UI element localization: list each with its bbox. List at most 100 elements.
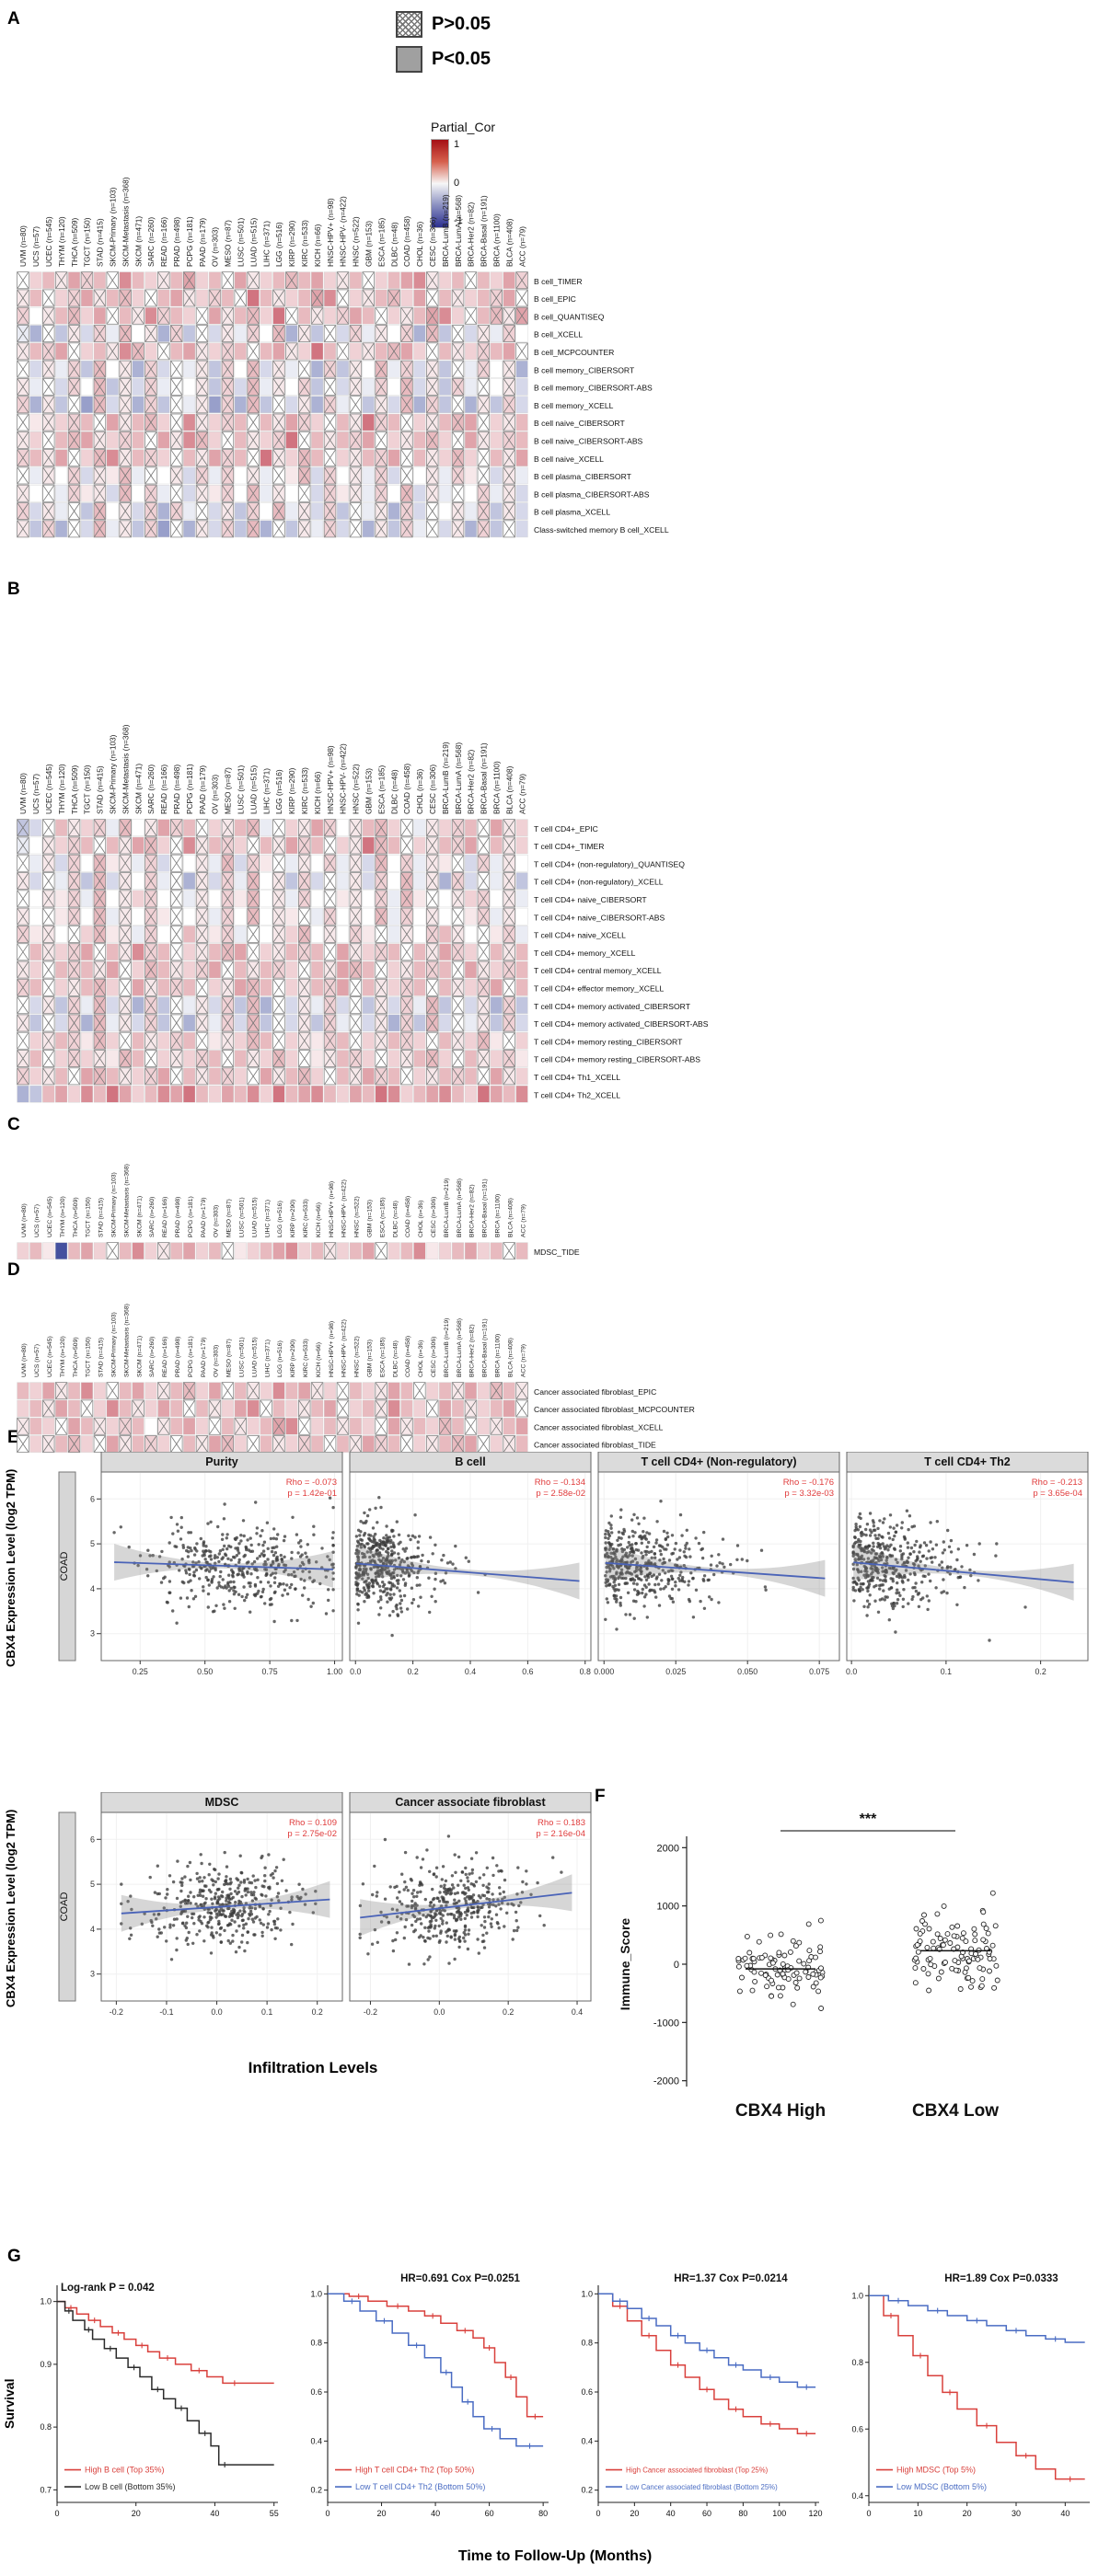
svg-text:BRCA (n=1100): BRCA (n=1100) xyxy=(491,213,501,267)
svg-text:PCPG (n=181): PCPG (n=181) xyxy=(185,764,194,814)
svg-text:OV (n=303): OV (n=303) xyxy=(211,775,220,814)
svg-text:T cell CD4+ memory activated_C: T cell CD4+ memory activated_CIBERSORT xyxy=(534,1002,691,1011)
svg-text:THYM (n=120): THYM (n=120) xyxy=(57,216,66,267)
svg-text:B cell_MCPCOUNTER: B cell_MCPCOUNTER xyxy=(534,348,614,357)
svg-text:BRCA (n=1100): BRCA (n=1100) xyxy=(491,761,501,814)
svg-text:KICH (n=66): KICH (n=66) xyxy=(313,224,322,267)
svg-text:MESO (n=87): MESO (n=87) xyxy=(224,767,233,814)
svg-text:ESCA (n=185): ESCA (n=185) xyxy=(376,765,386,814)
svg-text:KICH (n=66): KICH (n=66) xyxy=(313,771,322,814)
svg-text:1.00: 1.00 xyxy=(327,1667,342,1676)
svg-text:HNSC-HPV+ (n=98): HNSC-HPV+ (n=98) xyxy=(329,1321,335,1377)
heatmap-panel-a-b-cells: UVM (n=80) UCS (n=57) UCEC (n=545) THYM (n=… xyxy=(17,177,669,538)
svg-text:CHOL (n=36): CHOL (n=36) xyxy=(418,1201,424,1237)
svg-text:CESC (n=306): CESC (n=306) xyxy=(428,217,437,267)
svg-text:PRAD (n=498): PRAD (n=498) xyxy=(172,217,181,267)
svg-text:p = 2.58e-02: p = 2.58e-02 xyxy=(536,1489,585,1499)
svg-text:LUAD (n=515): LUAD (n=515) xyxy=(249,217,258,267)
svg-text:HNSC (n=522): HNSC (n=522) xyxy=(352,216,361,267)
svg-text:-0.1: -0.1 xyxy=(159,2007,173,2017)
svg-text:PAAD (n=179): PAAD (n=179) xyxy=(201,1337,207,1377)
colorbar-ticks: 1 0 -1 xyxy=(454,139,463,226)
svg-text:LGG (n=516): LGG (n=516) xyxy=(274,769,283,814)
svg-text:KIRP (n=290): KIRP (n=290) xyxy=(290,1340,296,1377)
legend-row-sig: P<0.05 xyxy=(396,46,491,73)
svg-text:T cell CD4+ memory resting_CIB: T cell CD4+ memory resting_CIBERSORT xyxy=(534,1037,683,1046)
svg-text:DLBC (n=48): DLBC (n=48) xyxy=(392,1340,399,1377)
svg-text:STAD (n=415): STAD (n=415) xyxy=(96,765,105,814)
panel-c-letter: C xyxy=(7,1115,20,1134)
svg-text:T cell CD4+ Th1_XCELL: T cell CD4+ Th1_XCELL xyxy=(534,1073,620,1082)
svg-text:Cancer associated fibroblast_X: Cancer associated fibroblast_XCELL xyxy=(534,1422,664,1432)
svg-text:5: 5 xyxy=(90,1880,95,1889)
svg-text:B cell plasma_XCELL: B cell plasma_XCELL xyxy=(534,508,610,517)
svg-text:LIHC (n=371): LIHC (n=371) xyxy=(264,1200,271,1237)
hatched-square-icon xyxy=(396,11,422,38)
svg-text:KIRC (n=533): KIRC (n=533) xyxy=(300,767,309,814)
svg-text:LGG (n=516): LGG (n=516) xyxy=(274,222,283,267)
svg-text:DLBC (n=48): DLBC (n=48) xyxy=(389,222,399,267)
svg-text:PAAD (n=179): PAAD (n=179) xyxy=(201,1197,207,1237)
svg-text:COAD (n=458): COAD (n=458) xyxy=(405,1196,411,1237)
svg-text:T cell CD4+_EPIC: T cell CD4+_EPIC xyxy=(534,824,598,834)
svg-text:B cell memory_CIBERSORT-ABS: B cell memory_CIBERSORT-ABS xyxy=(534,384,653,393)
km-ylabel: Survival xyxy=(2,2378,17,2430)
colorbar-tick-min: -1 xyxy=(454,215,463,226)
svg-text:HNSC-HPV- (n=422): HNSC-HPV- (n=422) xyxy=(339,196,348,267)
row-labels: B cell_TIMER B cell_EPIC B cell_QUANTISEQ B… xyxy=(534,277,669,535)
svg-text:THYM (n=120): THYM (n=120) xyxy=(60,1336,66,1377)
svg-text:CHOL (n=36): CHOL (n=36) xyxy=(418,1340,424,1377)
svg-text:0.4: 0.4 xyxy=(465,1667,476,1676)
svg-text:BRCA-Basal (n=191): BRCA-Basal (n=191) xyxy=(482,1179,489,1237)
column-labels: UVM (n=80) UCS (n=57) UCEC (n=545) THYM (n=… xyxy=(18,724,526,814)
svg-text:B cell naive_XCELL: B cell naive_XCELL xyxy=(534,454,604,464)
heatmap-cells xyxy=(17,819,528,1103)
svg-text:B cell plasma_CIBERSORT: B cell plasma_CIBERSORT xyxy=(534,472,632,481)
panel-b-letter: B xyxy=(7,580,20,599)
svg-text:CHOL (n=36): CHOL (n=36) xyxy=(415,222,424,267)
svg-text:CHOL (n=36): CHOL (n=36) xyxy=(415,769,424,814)
svg-text:UCEC (n=545): UCEC (n=545) xyxy=(44,216,53,267)
svg-text:OV (n=303): OV (n=303) xyxy=(214,1345,220,1377)
svg-text:p = 3.32e-03: p = 3.32e-03 xyxy=(784,1489,834,1499)
svg-text:B cell: B cell xyxy=(455,1455,485,1468)
svg-text:T cell CD4+ memory resting_CIB: T cell CD4+ memory resting_CIBERSORT-ABS xyxy=(534,1055,700,1064)
scatter-points xyxy=(354,1496,487,1638)
svg-text:THCA (n=509): THCA (n=509) xyxy=(73,1337,79,1377)
svg-text:LUSC (n=501): LUSC (n=501) xyxy=(236,217,245,267)
svg-text:p = 1.42e-01: p = 1.42e-01 xyxy=(287,1489,337,1499)
svg-text:0.50: 0.50 xyxy=(197,1667,213,1676)
scatter-facet: T cell CD4+ (Non-regulatory) 0.000 0.025 0.… xyxy=(594,1452,840,1676)
svg-text:COAD (n=458): COAD (n=458) xyxy=(402,216,411,267)
svg-text:THCA (n=509): THCA (n=509) xyxy=(73,1197,79,1237)
svg-text:0.025: 0.025 xyxy=(665,1667,686,1676)
svg-text:HNSC-HPV+ (n=98): HNSC-HPV+ (n=98) xyxy=(329,1181,335,1237)
svg-text:Purity: Purity xyxy=(205,1455,237,1468)
svg-text:B cell plasma_CIBERSORT-ABS: B cell plasma_CIBERSORT-ABS xyxy=(534,489,650,499)
svg-text:SARC (n=260): SARC (n=260) xyxy=(149,1337,156,1377)
row-labels: T cell CD4+_EPIC T cell CD4+_TIMER T cell … xyxy=(534,824,709,1100)
svg-text:BLCA (n=408): BLCA (n=408) xyxy=(504,218,514,267)
svg-text:PRAD (n=498): PRAD (n=498) xyxy=(172,765,181,814)
svg-text:B cell memory_CIBERSORT: B cell memory_CIBERSORT xyxy=(534,365,635,374)
svg-text:BRCA-LumA (n=568): BRCA-LumA (n=568) xyxy=(457,1318,463,1377)
svg-text:BLCA (n=408): BLCA (n=408) xyxy=(507,1338,514,1377)
svg-text:0.25: 0.25 xyxy=(133,1667,148,1676)
scatter-row1: COAD 3 4 5 6 Purity 0.25 0.50 0.75 1.00 Rho = -0.0… xyxy=(58,1452,1089,1676)
svg-text:LUAD (n=515): LUAD (n=515) xyxy=(251,1197,258,1237)
svg-text:STAD (n=415): STAD (n=415) xyxy=(96,218,105,267)
svg-text:6: 6 xyxy=(90,1494,95,1503)
svg-text:BRCA-Her2 (n=82): BRCA-Her2 (n=82) xyxy=(467,201,476,267)
legend-nonsig-label: P>0.05 xyxy=(432,14,491,34)
row-labels: MDSC_TIDE xyxy=(534,1248,580,1257)
svg-text:UVM (n=80): UVM (n=80) xyxy=(18,773,28,814)
svg-text:BRCA-Basal (n=191): BRCA-Basal (n=191) xyxy=(480,195,489,267)
svg-text:T cell CD4+ Th2_XCELL: T cell CD4+ Th2_XCELL xyxy=(534,1090,620,1099)
svg-text:ESCA (n=185): ESCA (n=185) xyxy=(379,1337,386,1377)
svg-text:Rho = -0.073: Rho = -0.073 xyxy=(286,1478,337,1488)
